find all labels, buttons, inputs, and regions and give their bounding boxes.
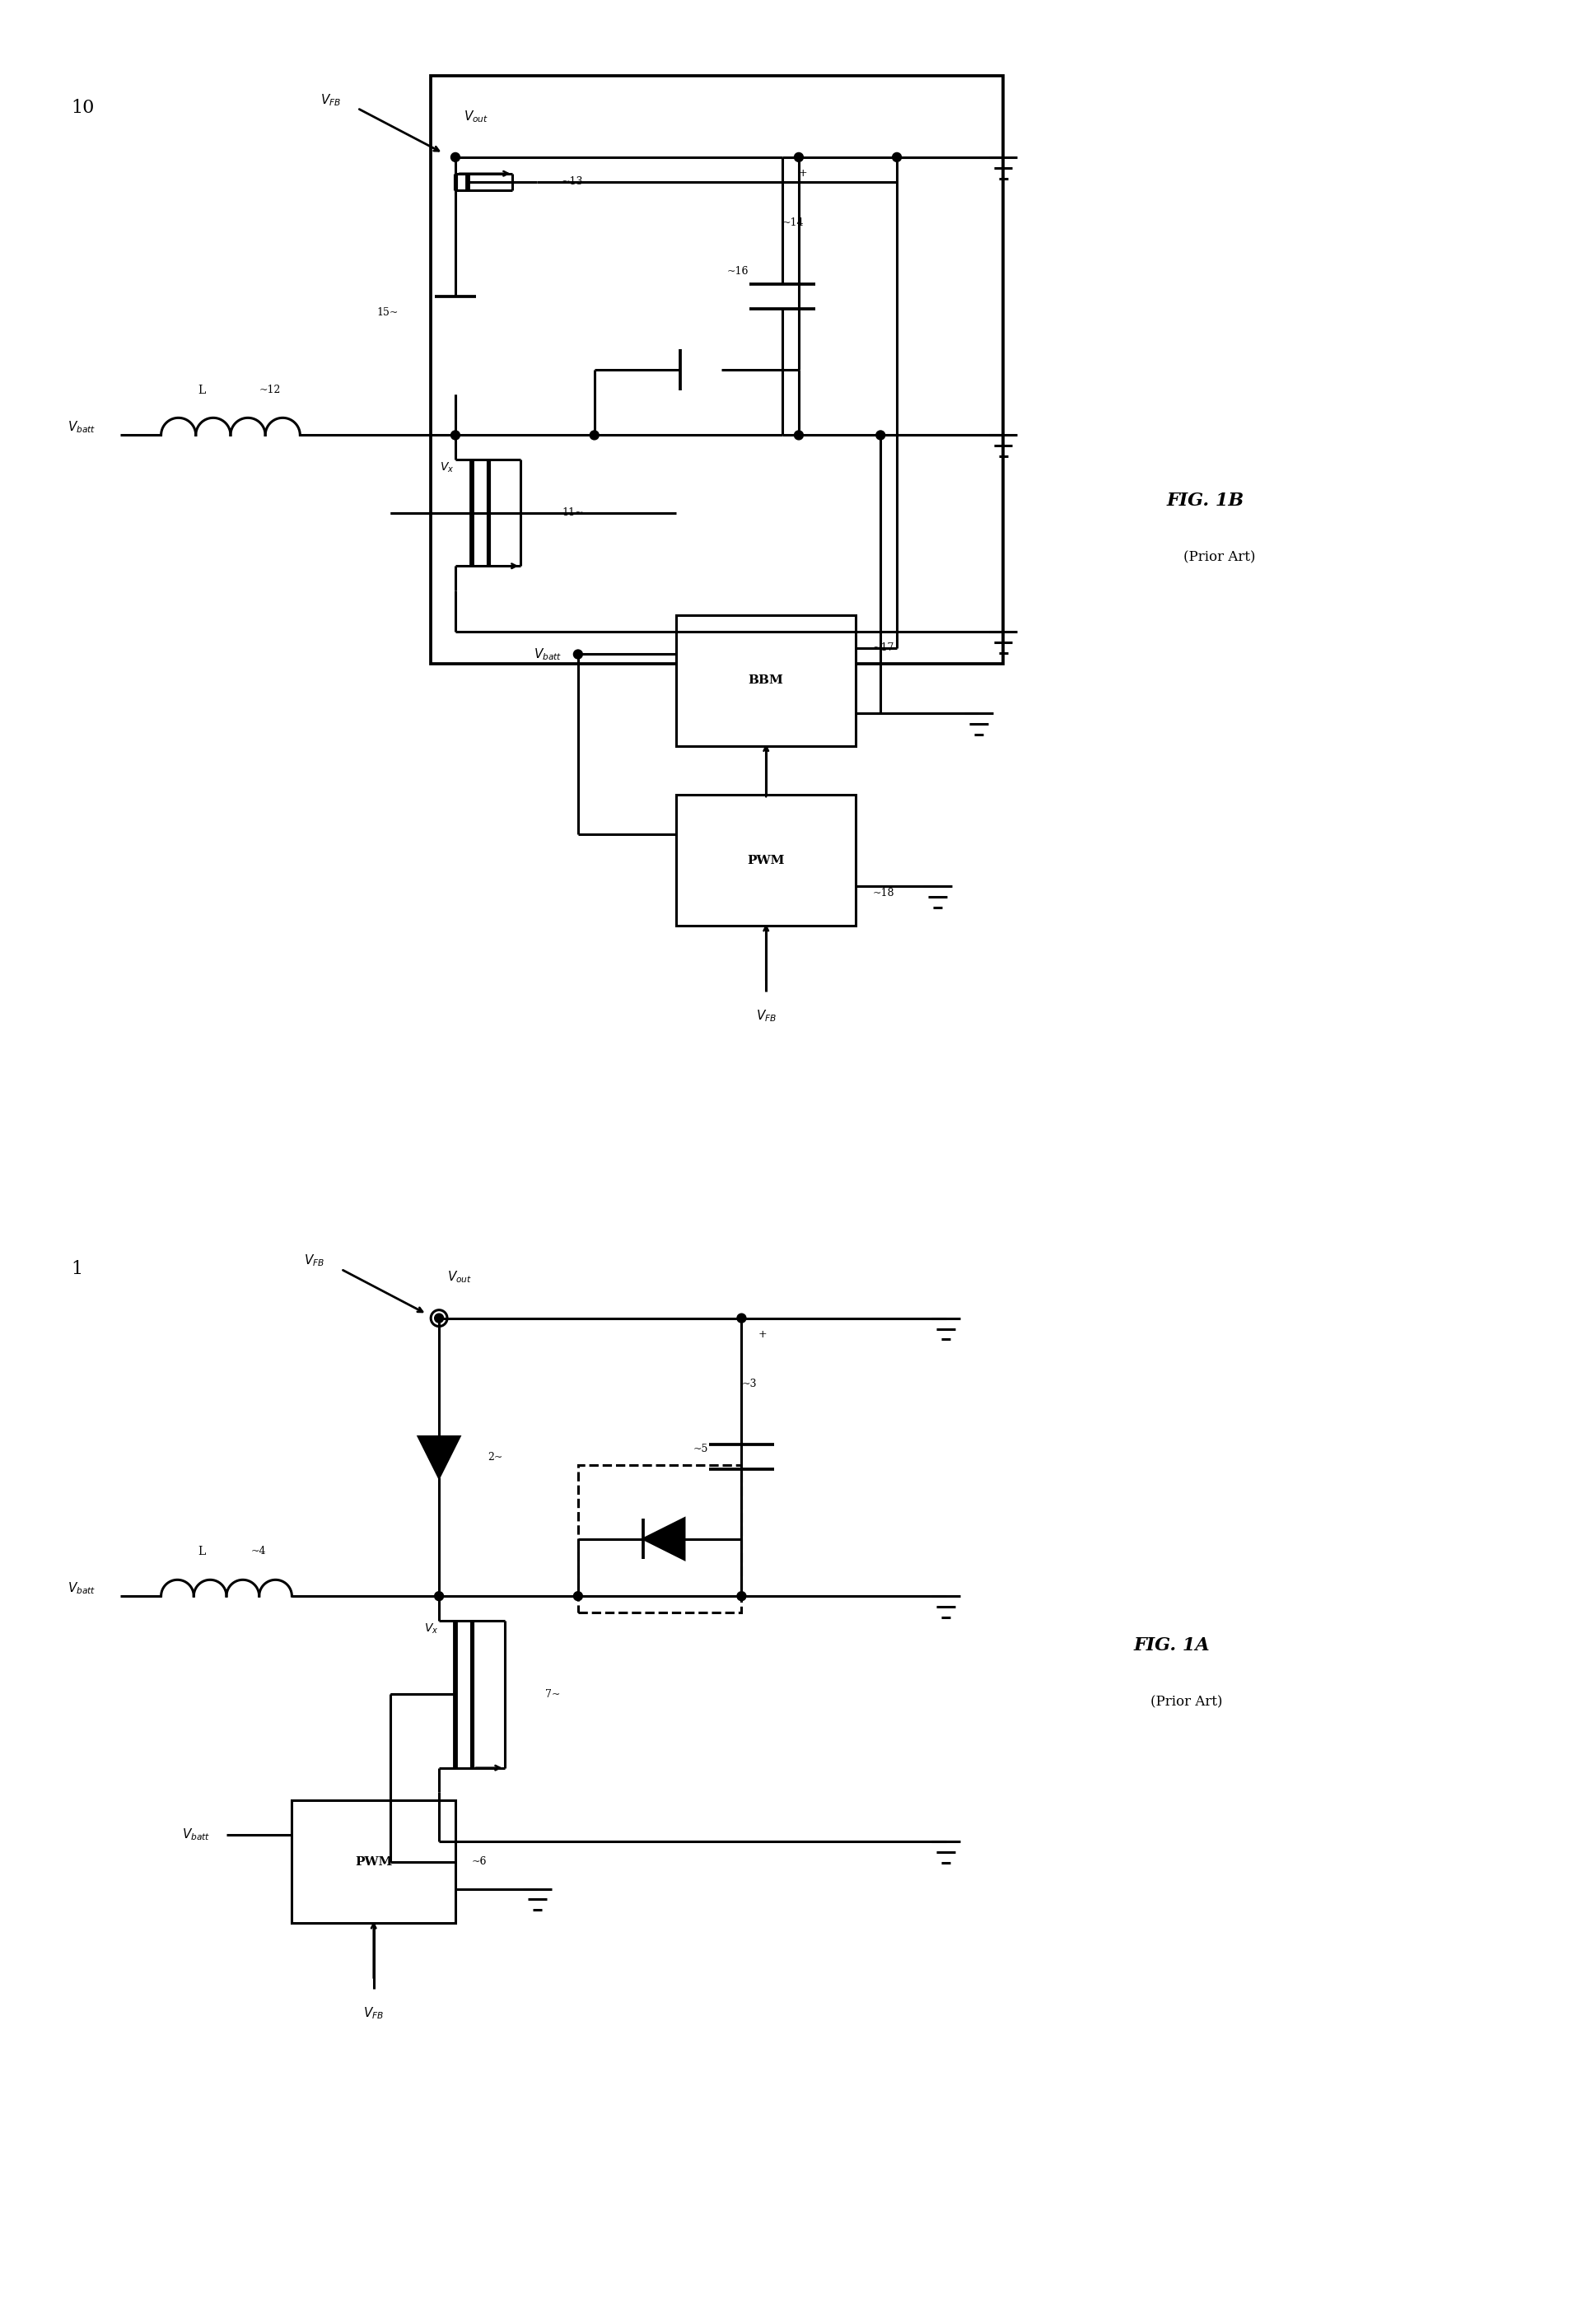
Circle shape (737, 1592, 747, 1601)
Text: PWM: PWM (747, 855, 785, 867)
Text: PWM: PWM (354, 1857, 392, 1868)
Text: ~3: ~3 (742, 1378, 756, 1390)
Text: 1: 1 (71, 1260, 82, 1278)
Bar (577, 1466, 742, 1613)
Text: $V_{FB}$: $V_{FB}$ (320, 93, 342, 107)
Circle shape (876, 430, 884, 439)
Polygon shape (644, 1518, 685, 1559)
Text: $V_{FB}$: $V_{FB}$ (304, 1253, 324, 1269)
Text: ~17: ~17 (872, 641, 894, 653)
Text: ~13: ~13 (562, 177, 584, 186)
Text: $V_{out}$: $V_{out}$ (464, 109, 489, 123)
Polygon shape (680, 349, 721, 390)
Text: 15~: 15~ (377, 307, 399, 318)
Text: 7~: 7~ (546, 1690, 560, 1699)
Text: $V_{batt}$: $V_{batt}$ (533, 646, 562, 662)
Bar (595, 288, 799, 451)
Circle shape (435, 1592, 443, 1601)
Text: $V_{batt}$: $V_{batt}$ (182, 1827, 210, 1843)
Bar (676, 795, 856, 925)
Circle shape (590, 430, 600, 439)
Text: ~6: ~6 (471, 1857, 487, 1866)
Circle shape (451, 430, 460, 439)
Text: ~4: ~4 (252, 1545, 266, 1557)
Bar (291, 1801, 456, 1924)
Polygon shape (435, 295, 476, 418)
Circle shape (737, 1313, 747, 1322)
Circle shape (794, 153, 804, 163)
Text: ~18: ~18 (872, 888, 894, 899)
Text: +: + (758, 1329, 767, 1341)
Text: 2~: 2~ (489, 1452, 503, 1462)
Text: ~16: ~16 (726, 267, 748, 277)
Circle shape (892, 153, 902, 163)
Circle shape (794, 430, 804, 439)
Text: (Prior Art): (Prior Art) (1183, 551, 1255, 565)
Circle shape (574, 651, 582, 658)
Text: L: L (198, 1545, 206, 1557)
Text: 11~: 11~ (562, 507, 584, 518)
Text: 10: 10 (71, 100, 95, 116)
Text: $V_{out}$: $V_{out}$ (448, 1269, 471, 1285)
Text: (Prior Art): (Prior Art) (1150, 1697, 1223, 1710)
Bar (430, 74, 1003, 665)
Circle shape (574, 1592, 582, 1601)
Text: ~12: ~12 (259, 386, 282, 395)
Circle shape (435, 1313, 443, 1322)
Text: $V_{FB}$: $V_{FB}$ (756, 1009, 777, 1023)
Text: FIG. 1B: FIG. 1B (1166, 490, 1243, 509)
Circle shape (451, 153, 460, 163)
Text: BBM: BBM (748, 674, 783, 686)
Text: FIG. 1A: FIG. 1A (1134, 1636, 1210, 1655)
Text: +: + (799, 167, 807, 179)
Text: $V_x$: $V_x$ (424, 1622, 438, 1636)
Text: $V_{batt}$: $V_{batt}$ (68, 418, 95, 435)
Text: $V_x$: $V_x$ (440, 460, 454, 474)
Bar (676, 616, 856, 746)
Text: L: L (198, 383, 206, 395)
Text: $V_{FB}$: $V_{FB}$ (364, 2006, 384, 2022)
Text: ~14: ~14 (783, 216, 804, 228)
Text: ~5: ~5 (693, 1443, 709, 1455)
Polygon shape (419, 1436, 459, 1478)
Text: $V_{batt}$: $V_{batt}$ (68, 1580, 95, 1597)
